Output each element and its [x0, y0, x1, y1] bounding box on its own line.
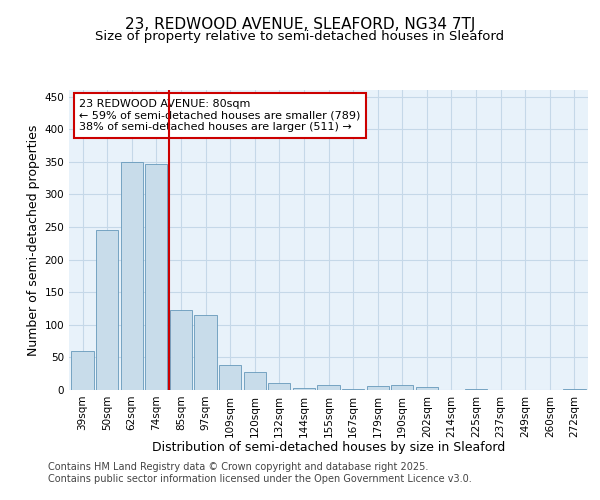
Bar: [293, 388, 315, 390]
Bar: [367, 386, 389, 390]
Bar: [391, 386, 413, 390]
Bar: [170, 310, 192, 390]
Bar: [244, 372, 266, 390]
Bar: [121, 162, 143, 390]
Bar: [145, 164, 167, 390]
Bar: [71, 351, 94, 390]
Text: Size of property relative to semi-detached houses in Sleaford: Size of property relative to semi-detach…: [95, 30, 505, 43]
Text: 23 REDWOOD AVENUE: 80sqm
← 59% of semi-detached houses are smaller (789)
38% of : 23 REDWOOD AVENUE: 80sqm ← 59% of semi-d…: [79, 99, 361, 132]
Y-axis label: Number of semi-detached properties: Number of semi-detached properties: [27, 124, 40, 356]
X-axis label: Distribution of semi-detached houses by size in Sleaford: Distribution of semi-detached houses by …: [152, 441, 505, 454]
Bar: [317, 386, 340, 390]
Bar: [563, 388, 586, 390]
Text: 23, REDWOOD AVENUE, SLEAFORD, NG34 7TJ: 23, REDWOOD AVENUE, SLEAFORD, NG34 7TJ: [125, 18, 475, 32]
Bar: [268, 384, 290, 390]
Bar: [219, 365, 241, 390]
Bar: [416, 388, 438, 390]
Bar: [194, 315, 217, 390]
Text: Contains HM Land Registry data © Crown copyright and database right 2025.
Contai: Contains HM Land Registry data © Crown c…: [48, 462, 472, 484]
Bar: [96, 230, 118, 390]
